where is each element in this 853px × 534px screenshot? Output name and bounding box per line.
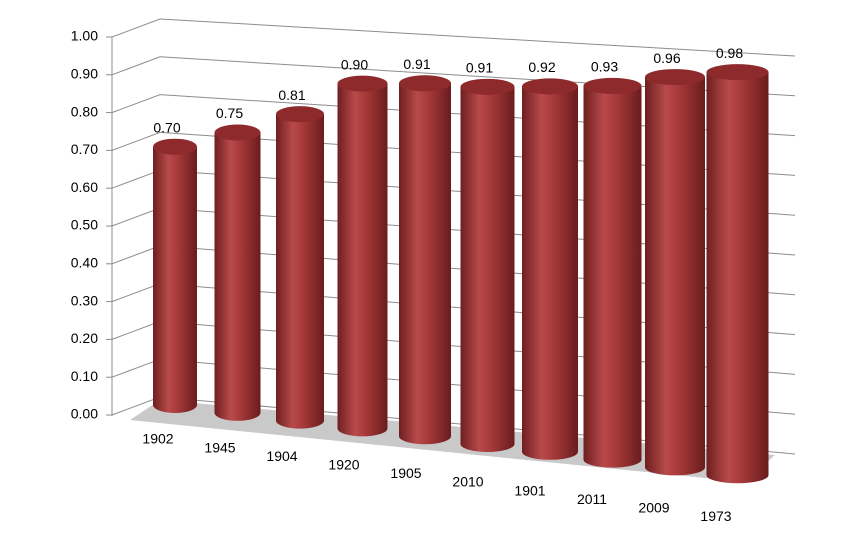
value-label: 0.90: [341, 56, 368, 72]
x-tick-label: 1973: [700, 508, 731, 524]
value-label: 0.93: [591, 59, 618, 75]
bar: [583, 85, 642, 468]
bar-top: [522, 78, 578, 95]
y-tick-label: 0.10: [71, 368, 98, 384]
value-label: 0.96: [653, 50, 680, 66]
grid-line: [111, 131, 796, 176]
bar: [706, 72, 769, 484]
value-label: 0.70: [153, 119, 180, 135]
value-label: 0.91: [403, 56, 430, 72]
x-tick-label: 1904: [266, 448, 297, 464]
y-tick-label: 0.60: [71, 179, 98, 195]
bar: [276, 114, 324, 429]
value-label: 0.91: [466, 60, 493, 76]
x-tick-label: 1945: [204, 439, 235, 455]
bar: [460, 86, 515, 452]
y-tick-label: 0.00: [71, 406, 98, 422]
bar: [337, 83, 388, 437]
bar: [645, 77, 705, 476]
value-label: 0.75: [216, 105, 243, 121]
value-label: 0.92: [528, 59, 555, 75]
x-tick-label: 2010: [452, 474, 483, 490]
x-tick-label: 1905: [390, 465, 421, 481]
x-tick-label: 1920: [328, 457, 359, 473]
bar-top: [583, 77, 642, 94]
y-tick-label: 0.30: [71, 292, 98, 308]
value-label: 0.81: [278, 87, 305, 103]
bar-top: [276, 106, 324, 123]
bar-top: [399, 75, 451, 92]
x-tick-label: 1901: [514, 482, 545, 498]
y-tick-label: 0.70: [71, 141, 98, 157]
value-label: 0.98: [716, 45, 743, 61]
x-tick-label: 2011: [577, 491, 607, 507]
bar-top: [214, 124, 261, 141]
bar: [399, 83, 451, 445]
grid-line: [111, 94, 796, 137]
bar: [214, 132, 261, 421]
x-tick-label: 2009: [638, 500, 669, 516]
bar-top: [337, 75, 388, 92]
bar-top: [645, 69, 705, 86]
bar: [522, 86, 578, 460]
bar-top: [153, 138, 197, 155]
grid-line: [111, 18, 796, 57]
bar-top: [706, 64, 769, 81]
y-tick-label: 0.80: [71, 103, 98, 119]
y-tick-label: 0.90: [71, 66, 98, 82]
y-tick-label: 0.50: [71, 217, 98, 233]
y-tick-label: 0.40: [71, 255, 98, 271]
bar-top: [460, 78, 515, 95]
y-tick-label: 1.00: [71, 28, 98, 44]
x-tick-label: 1902: [142, 431, 173, 447]
y-tick-label: 0.20: [71, 330, 98, 346]
grid-line: [111, 56, 796, 97]
bar: [153, 146, 197, 413]
